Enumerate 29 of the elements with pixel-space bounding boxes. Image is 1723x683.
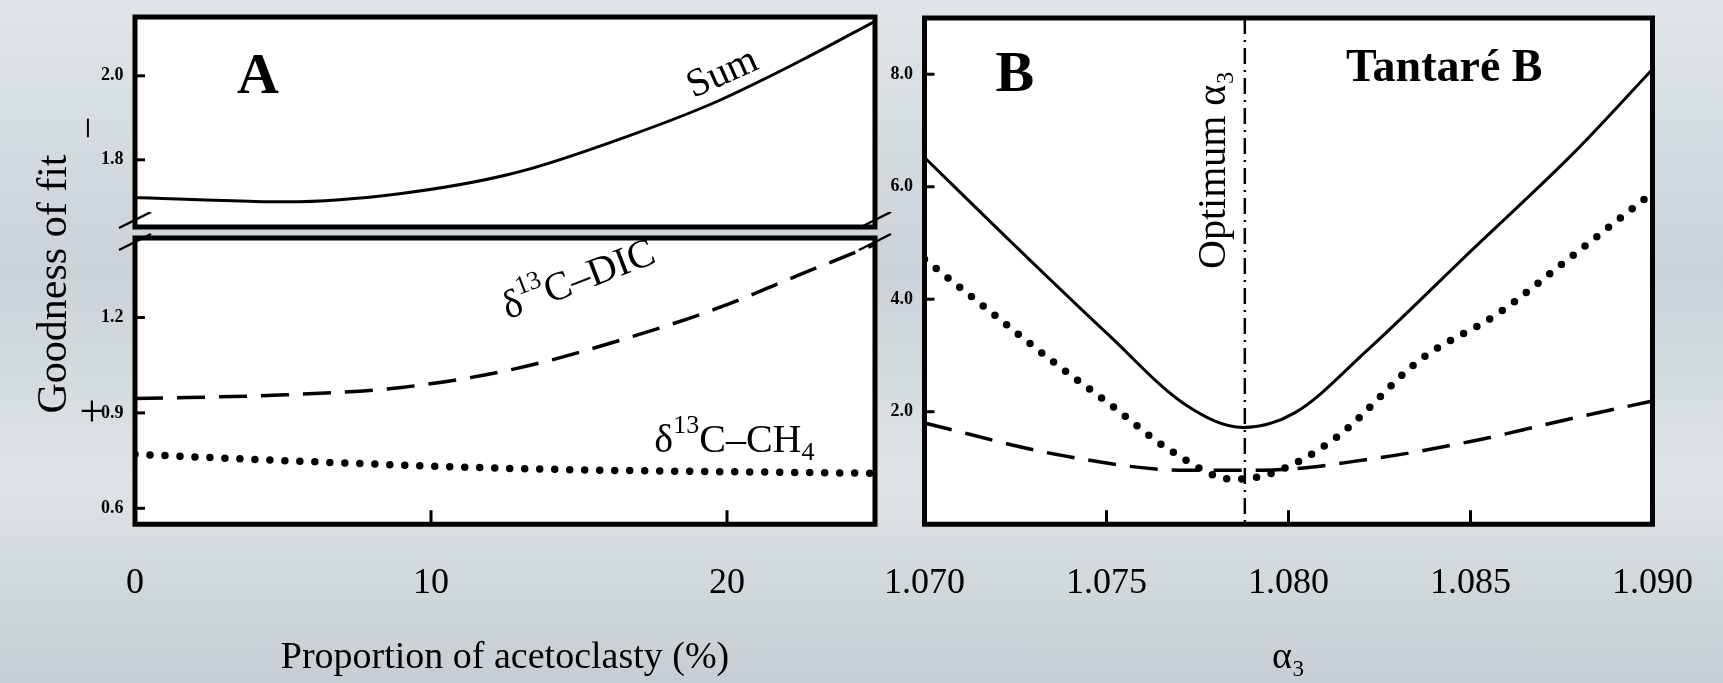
y-tick-label: 8.0 <box>890 62 913 83</box>
y-tick-label: 1.8 <box>101 148 124 169</box>
x-tick-label: 1.085 <box>1430 561 1511 602</box>
x-tick-label: 10 <box>413 561 449 602</box>
text: Sum <box>678 35 764 107</box>
x-tick-label: 0 <box>126 561 144 602</box>
annotation: B <box>995 39 1035 105</box>
x-tick-label: 20 <box>709 561 745 602</box>
y-tick-label: 2.0 <box>101 64 124 85</box>
annotation: A <box>236 40 279 106</box>
y-axis-title: Goodness of fit <box>28 154 76 414</box>
x-tick-label: 1.090 <box>1612 561 1693 602</box>
y-tick-label: 0.6 <box>101 496 124 517</box>
x-tick-label: 1.070 <box>884 561 965 602</box>
y-tick-label: 0.9 <box>101 401 124 422</box>
ref-line-label: Optimum α₃ <box>1189 70 1235 269</box>
x-tick-label: 1.080 <box>1248 561 1329 602</box>
x-axis-title: α₃ <box>1271 634 1306 677</box>
text: δ13C–DIC <box>494 228 661 328</box>
x-tick-label: 1.075 <box>1066 561 1147 602</box>
line-series <box>135 19 875 204</box>
y-tick-label: 2.0 <box>890 400 913 421</box>
text: − <box>64 116 110 140</box>
line-series <box>135 242 875 401</box>
y-tick-label: 1.2 <box>101 306 124 327</box>
y-tick-label: 6.0 <box>890 175 913 196</box>
x-axis-title: Proportion of acetoclasty (%) <box>280 634 730 678</box>
y-tick-label: 4.0 <box>890 287 913 308</box>
annotation: Tantaré B <box>1346 39 1543 91</box>
